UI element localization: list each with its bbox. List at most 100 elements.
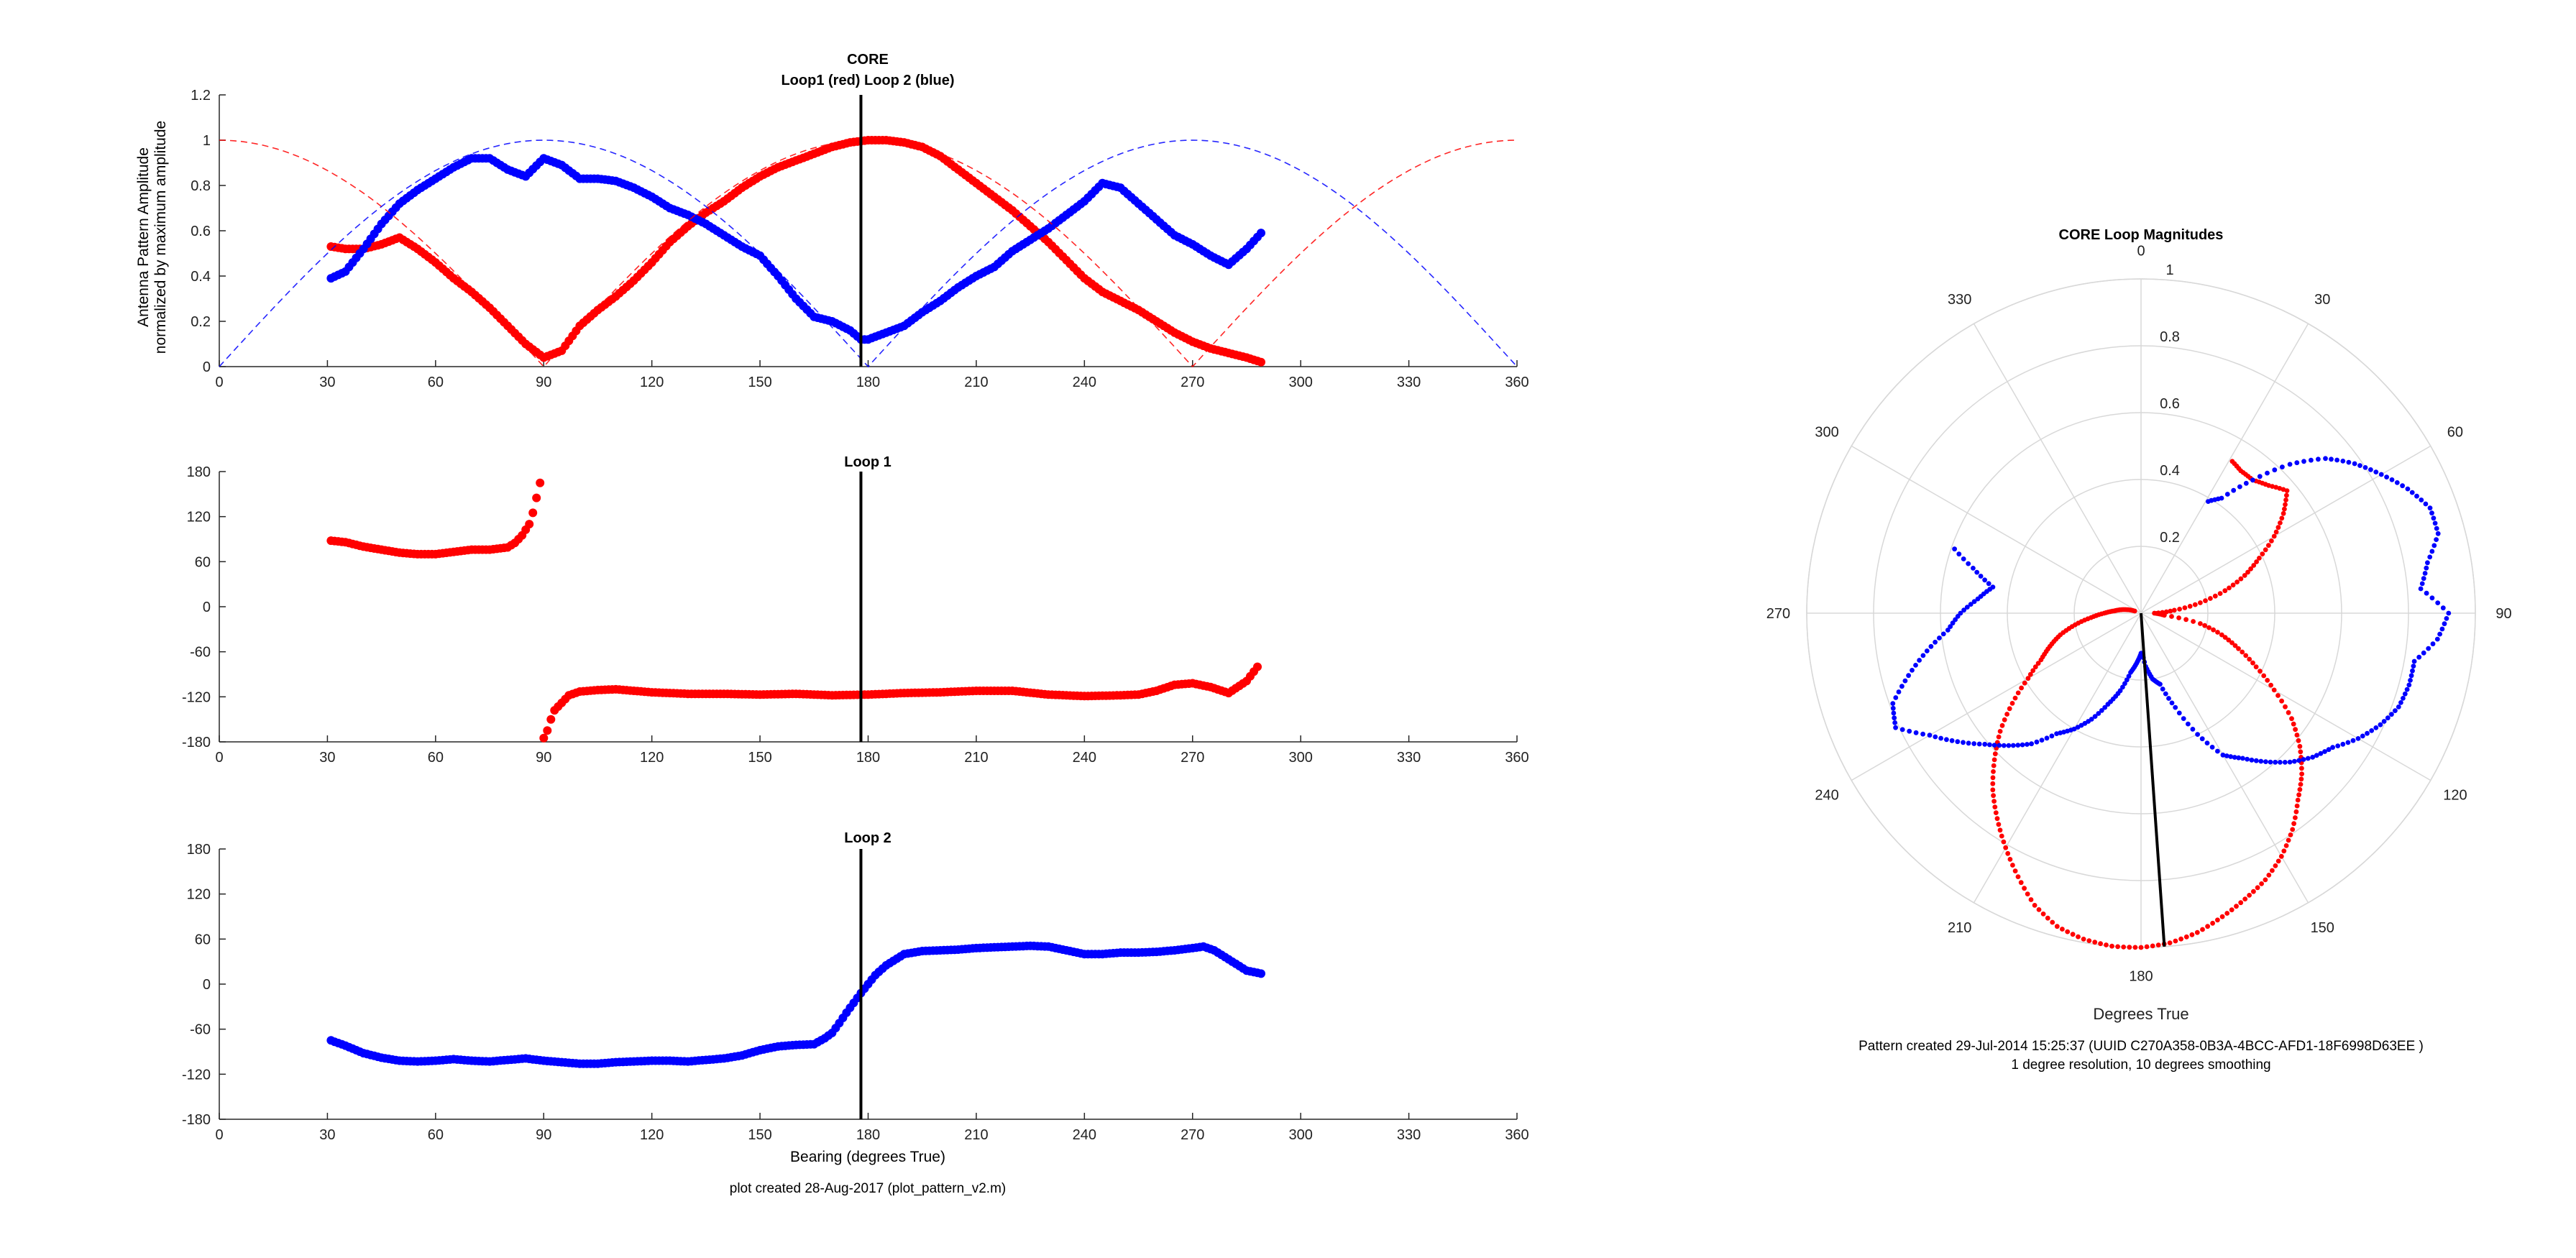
- polar-point: [1892, 715, 1897, 721]
- polar-point: [2009, 701, 2015, 706]
- polar-point: [2271, 533, 2277, 539]
- polar-point: [2039, 738, 2045, 743]
- polar-point: [2263, 547, 2268, 553]
- polar-point: [1902, 678, 1908, 684]
- loop1-phase-x-tick-label: 120: [640, 750, 664, 766]
- polar-point: [2222, 635, 2228, 640]
- loop2-phase-x-tick-label: 0: [215, 1127, 223, 1143]
- loop1-phase-x-tick-label: 0: [215, 750, 223, 766]
- polar-point: [1938, 735, 1944, 741]
- polar-point: [2104, 942, 2109, 947]
- polar-point: [2408, 673, 2414, 679]
- polar-point: [2350, 738, 2356, 743]
- polar-point: [2249, 757, 2255, 763]
- polar-point: [2278, 853, 2284, 859]
- polar-point: [2268, 759, 2273, 765]
- polar-series-1: [1890, 456, 2452, 765]
- polar-point: [2208, 596, 2213, 601]
- polar-point: [2259, 881, 2265, 886]
- polar-point: [2422, 571, 2428, 576]
- polar-point: [2346, 459, 2352, 465]
- polar-point: [2396, 704, 2401, 710]
- polar-point: [2010, 863, 2015, 868]
- polar-point: [2429, 595, 2435, 601]
- polar-spoke: [2140, 323, 2309, 614]
- polar-point: [2178, 936, 2184, 942]
- polar-point: [2198, 621, 2203, 626]
- polar-point: [2277, 486, 2283, 491]
- polar-point: [2419, 497, 2424, 502]
- polar-point: [2427, 505, 2433, 511]
- polar-point: [2334, 457, 2340, 463]
- polar-point: [2418, 586, 2424, 592]
- polar-point: [2281, 510, 2286, 516]
- loop2-phase-x-tick-label: 30: [319, 1127, 335, 1143]
- polar-point: [1964, 605, 1970, 610]
- polar-point: [1928, 643, 1934, 649]
- polar-point: [2431, 515, 2437, 521]
- polar-point: [1994, 816, 2000, 822]
- polar-point: [2018, 880, 2024, 886]
- polar-point: [1940, 631, 1946, 637]
- polar-point: [2261, 673, 2267, 679]
- polar-point: [1993, 810, 1999, 815]
- polar-point: [2242, 896, 2248, 901]
- polar-point: [1891, 710, 1897, 716]
- core-amplitude-y-tick-label: 0.4: [191, 269, 211, 285]
- polar-point: [2272, 467, 2278, 473]
- polar-point: [2294, 733, 2300, 738]
- polar-point: [2268, 682, 2274, 688]
- polar-point: [2007, 857, 2013, 862]
- polar-point: [2049, 733, 2055, 739]
- polar-point: [2283, 497, 2288, 502]
- polar-point: [2429, 510, 2434, 516]
- polar-point: [2286, 837, 2291, 843]
- core-amplitude-y-tick-label: 1: [203, 133, 211, 149]
- polar-point: [2217, 591, 2223, 596]
- polar-point: [2060, 927, 2065, 932]
- polar-point: [1974, 569, 1980, 575]
- polar-point: [2236, 755, 2242, 761]
- polar-point: [2144, 944, 2150, 950]
- polar-point: [2001, 743, 2007, 748]
- polar-bearing-marker: [2140, 612, 2166, 947]
- polar-point: [1950, 620, 1956, 626]
- loop1-phase-x-tick-label: 60: [428, 750, 444, 766]
- loop1-phase-point: [528, 508, 538, 518]
- polar-point: [2240, 756, 2245, 761]
- loop1-phase-point: [536, 478, 545, 487]
- polar-spoke: [1851, 612, 2142, 781]
- polar-point: [2098, 941, 2104, 947]
- polar-point: [2287, 462, 2293, 467]
- polar-point: [2126, 674, 2132, 679]
- polar-point: [2215, 917, 2220, 923]
- polar-point: [2226, 637, 2232, 643]
- polar-point: [2237, 484, 2242, 490]
- polar-point: [1933, 734, 1938, 740]
- polar-point: [2194, 929, 2200, 935]
- polar-point: [2019, 685, 2025, 691]
- core-amplitude-series-2-reference-curve: [219, 139, 1518, 368]
- polar-point: [2199, 736, 2205, 742]
- polar-point: [1961, 740, 1966, 745]
- loop1-phase-x-tick-label: 210: [964, 750, 988, 766]
- polar-point: [2003, 845, 2009, 850]
- polar-point: [2408, 678, 2413, 683]
- polar-point: [1996, 734, 2002, 740]
- polar-point: [2232, 755, 2237, 760]
- polar-point: [2362, 465, 2368, 470]
- y-axis-label: Antenna Pattern Amplitude normalized by …: [135, 121, 170, 354]
- polar-point: [1990, 584, 1996, 590]
- polar-point: [2282, 760, 2288, 765]
- loop2-phase-x-tick-label: 360: [1505, 1127, 1528, 1143]
- polar-point: [2280, 464, 2285, 469]
- polar-point: [2389, 712, 2394, 717]
- polar-point: [2406, 682, 2412, 688]
- polar-point: [2253, 758, 2259, 763]
- polar-point: [2275, 525, 2281, 531]
- loop1-phase-x-tick-label: 30: [319, 750, 335, 766]
- polar-point: [2299, 766, 2304, 771]
- polar-point: [2070, 932, 2076, 937]
- polar-point: [2278, 760, 2283, 765]
- polar-point: [2309, 457, 2314, 463]
